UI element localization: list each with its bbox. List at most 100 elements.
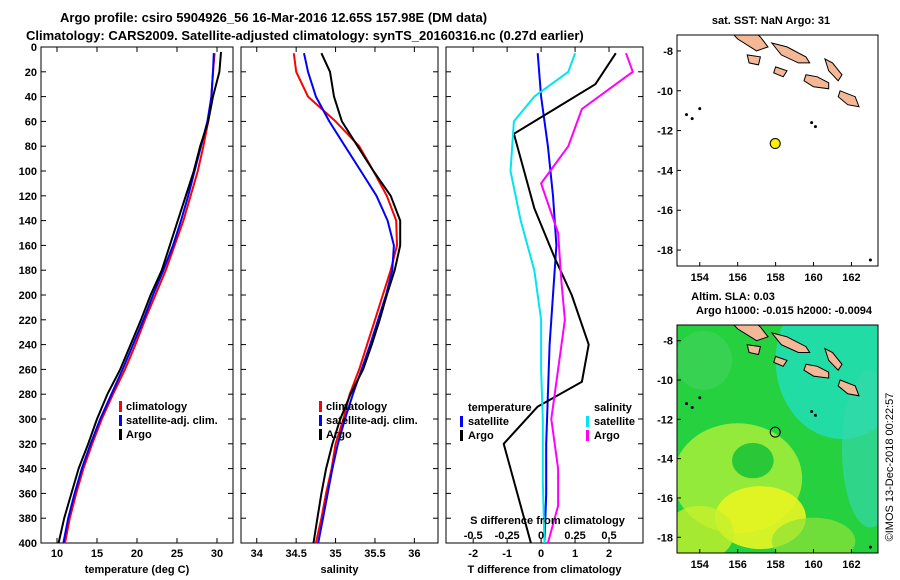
sla_map-sla-blob	[841, 370, 878, 528]
sst_map-reef	[868, 258, 872, 262]
depth-tick-label: 320	[19, 439, 37, 451]
salinity-xtick-label: 36	[408, 548, 420, 560]
sst_map-ytick-label: -8	[663, 46, 673, 58]
difference-series-salinity-argo	[540, 52, 634, 544]
sla_map-ytick-label: -16	[657, 493, 673, 505]
salinity-series-argo	[312, 52, 402, 544]
sst_map-xtick-label: 154	[691, 272, 710, 284]
sst_map-ytick-label: -14	[657, 165, 674, 177]
sla_map-land	[803, 363, 830, 379]
diff-legend-label: satellite	[468, 416, 509, 428]
sst_map-land	[746, 54, 762, 66]
depth-tick-label: 400	[19, 538, 37, 550]
salinity-series-climatology	[292, 53, 398, 544]
diff-legend-swatch	[460, 416, 463, 427]
sla_map-reef	[813, 413, 817, 417]
temperature-panel: 0 20 40 60 80 100 120 140 160 180 200 220 240 260 280 3…	[19, 42, 234, 576]
depth-tick-label: 100	[19, 166, 37, 178]
sst_map-land	[773, 66, 788, 78]
salinity-xtick-label: 35	[329, 548, 341, 560]
sst_map-frame	[676, 34, 879, 267]
diff-top-xtick-label: 0.5	[601, 530, 616, 542]
salinity-series-satellite-adj-clim-	[303, 52, 395, 544]
sla_map-background	[677, 325, 878, 553]
sst_map-reef	[690, 117, 694, 121]
sst_map-argo-marker	[769, 138, 781, 150]
header-line1: Argo profile: csiro 5904926_56 16-Mar-20…	[60, 10, 488, 25]
diff-legend-title-salinity: salinity	[594, 402, 633, 414]
sst_map-land	[733, 35, 769, 52]
sst_map-xtick-label: 162	[842, 272, 860, 284]
temperature-frame	[40, 46, 234, 544]
sst-map-title: sat. SST: NaN Argo: 31	[712, 15, 830, 27]
depth-tick-label: 260	[19, 364, 37, 376]
sla_map-sla-blob	[677, 423, 803, 534]
diff-top-xtick-label: -0.5	[464, 530, 483, 542]
depth-tick-label: 80	[25, 141, 37, 153]
salinity-legend-swatch	[319, 415, 322, 426]
diff-legend-label: Argo	[468, 430, 494, 442]
sla_map-land	[824, 347, 843, 372]
temperature-xtick-label: 15	[91, 548, 103, 560]
difference-series-temperature-satellite	[536, 53, 558, 544]
difference-xlabel: T difference from climatology	[467, 564, 622, 576]
sla_map-land	[773, 355, 788, 367]
sla-map-title-2: Argo h1000: -0.015 h2000: -0.0094	[696, 305, 873, 317]
salinity-xtick-label: 34	[251, 548, 264, 560]
sla_map-xtick-label: 156	[728, 559, 746, 571]
depth-tick-label: 380	[19, 513, 37, 525]
salinity-xtick-label: 34.5	[285, 548, 306, 560]
sla_map-inner	[677, 325, 878, 553]
sst_map: 154 156 158 160 162 -8 -10 -12 -14 -16 -18	[657, 34, 879, 284]
sla_map-xtick-label: 158	[766, 559, 784, 571]
salinity-legend-swatch	[319, 401, 322, 412]
difference-frame	[445, 46, 644, 544]
sst_map-ytick-label: -12	[657, 126, 673, 138]
sst_map-reef	[813, 125, 817, 129]
difference-series-temperature-argo	[502, 52, 617, 544]
diff-top-xtick-label: 0	[538, 530, 544, 542]
sst_map-xtick-label: 156	[728, 272, 746, 284]
sla_map-xtick-label: 160	[804, 559, 822, 571]
sla_map-sla-blob	[771, 517, 856, 553]
sla_map-land	[770, 332, 811, 353]
sst_map-reef	[810, 121, 814, 125]
temperature-legend-swatch	[119, 415, 122, 426]
sla_map-sla-blob	[714, 486, 806, 550]
sla_map-sla-blob	[677, 330, 732, 390]
difference-series-salinity-satellite	[509, 52, 577, 544]
difference-xtick-label: 0	[538, 548, 544, 560]
imos-stamp: ©IMOS 13-Dec-2018 00:22:57	[884, 393, 896, 542]
salinity-xtick-label: 35.5	[364, 548, 385, 560]
salinity-panel: 34 34.5 35 35.5 36 salinity climatology satelli…	[240, 46, 439, 576]
sla_map-land	[746, 344, 762, 356]
salinity-frame	[240, 46, 439, 544]
temperature-legend-label: Argo	[126, 429, 152, 441]
sst_map-reef	[684, 113, 688, 117]
depth-tick-label: 360	[19, 488, 37, 500]
depth-tick-label: 280	[19, 389, 37, 401]
sla_map-reef	[868, 545, 872, 549]
diff-top-xtick-label: 0.25	[564, 530, 585, 542]
sla_map-ytick-label: -14	[657, 454, 674, 466]
sst_map-land	[824, 57, 843, 82]
sla_map-ytick-label: -12	[657, 414, 673, 426]
sla_map-reef	[698, 396, 702, 400]
salinity-legend-label: climatology	[326, 401, 388, 413]
temperature-legend-label: satellite-adj. clim.	[126, 415, 218, 427]
salinity-legend-swatch	[319, 429, 322, 440]
sst_map-inner	[684, 35, 872, 262]
sst_map-xtick-label: 158	[766, 272, 784, 284]
sla_map-frame	[676, 324, 879, 554]
sla_map-argo-marker	[769, 426, 781, 438]
depth-tick-label: 340	[19, 464, 37, 476]
salinity-legend-label: Argo	[326, 429, 352, 441]
diff-legend-swatch	[586, 416, 589, 427]
diff-top-xtick-label: -0.25	[495, 530, 520, 542]
difference-xtick-label: 2	[606, 548, 612, 560]
depth-tick-label: 300	[19, 414, 37, 426]
depth-tick-label: 240	[19, 340, 37, 352]
sla_map-land	[733, 325, 769, 342]
diff-legend-swatch	[460, 430, 463, 441]
